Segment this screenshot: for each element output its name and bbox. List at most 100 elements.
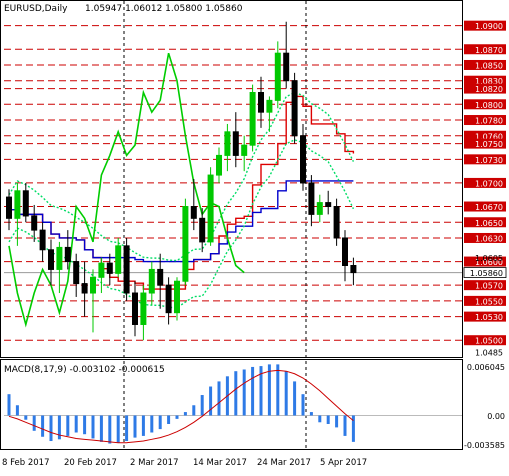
macd-bar [141,415,145,436]
macd-bar [175,415,179,419]
date-label: 14 Mar 2017 [193,458,247,468]
price-level-tag [464,83,506,94]
bear-candle [123,245,130,294]
price-level-tag [464,75,506,86]
bear-candle [350,265,357,274]
kijun-line [9,180,354,263]
indicator-lines [8,52,355,328]
bull-candle [56,246,63,270]
bear-candle [106,262,113,274]
price-level-label: 1.0780 [475,117,503,126]
header-symbol: EURUSD,Daily [4,4,68,14]
price-level-tag [464,201,506,212]
macd-bar [267,364,271,416]
current-price-label: 1.05860 [470,269,503,278]
macd-histogram [4,364,462,444]
macd-bar [116,415,120,443]
price-level-tag [464,311,506,322]
bull-candle [174,280,180,314]
macd-bar [24,415,28,420]
bull-candle [207,174,214,243]
bear-candle [157,268,164,286]
bear-candle [258,92,264,113]
macd-bar [200,395,204,416]
axis-label: 1.0485 [475,349,503,358]
macd-bar [99,415,103,442]
macd-bar [309,412,313,416]
macd-bar [15,405,19,416]
price-level-label: 1.0650 [475,219,503,228]
bull-candle [216,154,222,176]
bull-candle [182,206,189,282]
macd-bar [41,415,45,437]
date-label: 8 Feb 2017 [2,458,50,468]
bull-candle [140,292,147,325]
bear-candle [165,284,172,314]
price-level-tag [464,138,506,149]
chikou-line [8,52,245,328]
price-level-label: 1.0630 [475,234,503,243]
main-panel-frame [0,0,463,358]
macd-bar [284,371,288,416]
price-level-label: 1.0750 [475,140,503,149]
price-level-tag [464,130,506,141]
macd-axis-label: -0.003585 [464,441,505,450]
macd-bar [351,415,355,442]
macd-bar [49,415,53,442]
bear-candle [73,261,80,285]
price-level-tag [464,335,506,346]
bull-candle [14,190,21,219]
price-level-label: 1.0800 [475,101,503,110]
price-level-tag [464,59,506,70]
price-level-label: 1.0870 [475,46,503,55]
macd-bar [108,415,112,444]
macd-bar [301,394,305,416]
price-level-tag [464,44,506,55]
macd-bar [242,369,246,416]
price-grid [4,1,462,449]
axis-label: 1.0605 [475,254,503,263]
price-level-tag [464,280,506,291]
bear-candle [300,135,306,184]
bear-candle [308,182,315,215]
macd-bar [192,405,196,416]
price-level-tag [464,232,506,243]
macd-bar [318,415,322,423]
bear-candle [325,202,332,208]
current-price-tag [463,267,507,278]
date-label: 24 Mar 2017 [257,458,311,468]
bear-candle [190,206,197,219]
macd-bar [293,381,297,416]
price-level-label: 1.0900 [475,22,503,31]
bull-candle [249,92,256,146]
macd-bar [217,381,221,416]
macd-bar [83,415,87,435]
bull-candle [241,144,248,156]
price-level-label: 1.0570 [475,282,503,291]
price-level-label: 1.0500 [475,337,503,346]
date-label: 2 Mar 2017 [130,458,178,468]
bear-candle [232,131,239,156]
bull-candle [274,52,281,101]
bear-candle [132,292,138,325]
lower-envelope [8,139,355,309]
bear-candle [199,217,206,243]
date-label: 20 Feb 2017 [64,458,117,468]
bull-candle [316,202,323,215]
macd-bar [234,371,238,416]
date-label: 5 Apr 2017 [320,458,367,468]
bear-candle [39,229,46,251]
bull-candle [98,262,105,278]
macd-bar [125,415,129,442]
macd-bar [183,412,187,416]
macd-bar [133,415,137,438]
macd-signal-line [8,369,354,444]
price-level-tag [464,154,506,165]
candles [6,21,357,341]
macd-bar [326,415,330,424]
macd-bar [7,394,11,416]
macd-label: MACD(8,17,9) -0.003102 -0.000615 [4,365,165,375]
macd-panel-frame [0,359,463,450]
